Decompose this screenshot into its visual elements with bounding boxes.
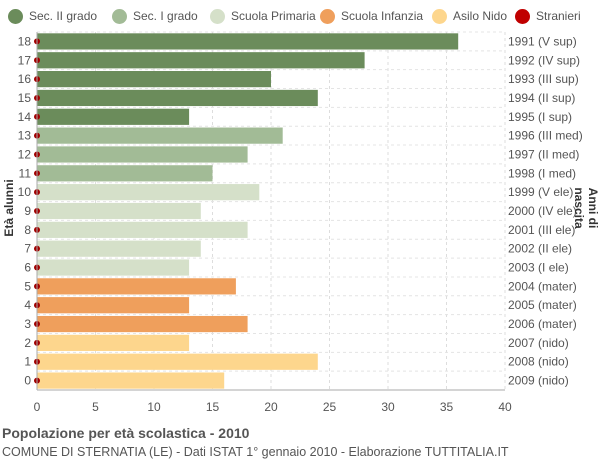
y-tick-label-age: 17 xyxy=(18,53,32,67)
x-tick-label: 20 xyxy=(264,400,278,414)
bar xyxy=(37,202,201,220)
bar xyxy=(37,89,318,107)
bar xyxy=(37,71,271,88)
x-tick-label: 15 xyxy=(206,400,220,414)
y-tick-label-age: 14 xyxy=(18,110,32,124)
y-tick-label-birth-year: 1991 (V sup) xyxy=(508,34,577,48)
y-tick-label-birth-year: 1999 (V ele) xyxy=(508,185,573,199)
bar xyxy=(37,127,283,144)
legend-label-sec-ii-grado: Sec. II grado xyxy=(29,9,98,23)
y-tick-label-birth-year: 2001 (III ele) xyxy=(508,223,575,237)
bar xyxy=(37,353,318,370)
y-tick-label-birth-year: 2006 (mater) xyxy=(508,317,577,331)
bar xyxy=(37,240,201,257)
y-axis-label-right: Anni di nascita xyxy=(572,187,600,229)
y-tick-label-age: 4 xyxy=(24,298,31,312)
bar xyxy=(37,165,213,182)
y-tick-label-age: 18 xyxy=(18,34,32,48)
y-tick-label-age: 3 xyxy=(24,317,31,331)
bar xyxy=(37,297,190,314)
y-tick-label-birth-year: 1996 (III med) xyxy=(508,129,583,143)
y-tick-label-age: 12 xyxy=(18,147,32,161)
legend-item-scuola-infanzia: Scuola Infanzia xyxy=(320,6,423,26)
legend-item-scuola-primaria: Scuola Primaria xyxy=(210,6,316,26)
x-tick-label: 25 xyxy=(323,400,337,414)
chart-footer-title: Popolazione per età scolastica - 2010 xyxy=(2,425,250,441)
y-tick-label-birth-year: 1997 (II med) xyxy=(508,147,579,161)
y-tick-label-birth-year: 1995 (I sup) xyxy=(508,110,572,124)
y-tick-label-age: 16 xyxy=(18,72,32,86)
bar xyxy=(37,146,248,163)
legend-swatch-scuola-infanzia xyxy=(320,8,335,24)
y-tick-label-birth-year: 2000 (IV ele) xyxy=(508,204,577,218)
legend-swatch-sec-i-grado xyxy=(112,8,127,24)
legend-item-sec-ii-grado: Sec. II grado xyxy=(8,6,97,26)
y-tick-label-age: 5 xyxy=(24,279,31,293)
x-tick-label: 5 xyxy=(92,400,99,414)
bar xyxy=(37,334,190,351)
legend-item-sec-i-grado: Sec. I grado xyxy=(112,6,198,26)
y-tick-label-birth-year: 1998 (I med) xyxy=(508,166,576,180)
bar xyxy=(37,259,190,276)
y-tick-label-age: 11 xyxy=(19,166,32,180)
y-tick-label-birth-year: 2004 (mater) xyxy=(508,279,577,293)
legend-label-stranieri: Stranieri xyxy=(536,9,581,23)
y-tick-label-age: 0 xyxy=(24,374,31,388)
bar xyxy=(37,108,190,125)
bar xyxy=(37,315,248,333)
legend-swatch-scuola-primaria xyxy=(210,8,225,24)
y-tick-label-age: 9 xyxy=(24,204,31,218)
x-tick-label: 0 xyxy=(34,400,41,414)
legend-item-asilo-nido: Asilo Nido xyxy=(432,6,507,26)
legend-swatch-asilo-nido xyxy=(432,8,447,24)
y-tick-label-birth-year: 2002 (II ele) xyxy=(508,242,572,256)
y-tick-label-birth-year: 2003 (I ele) xyxy=(508,261,569,275)
legend-item-stranieri: Stranieri xyxy=(515,6,581,26)
y-tick-label-age: 8 xyxy=(24,223,31,237)
legend-swatch-stranieri xyxy=(515,8,530,24)
y-tick-label-age: 7 xyxy=(24,242,31,256)
legend: Sec. II grado Sec. I grado Scuola Primar… xyxy=(0,6,600,26)
y-tick-label-age: 2 xyxy=(24,336,31,350)
x-tick-label: 40 xyxy=(498,400,512,414)
y-tick-label-birth-year: 1994 (II sup) xyxy=(508,91,575,105)
y-tick-label-birth-year: 2009 (nido) xyxy=(508,374,569,388)
y-tick-label-age: 10 xyxy=(18,185,32,199)
legend-swatch-sec-ii-grado xyxy=(8,8,23,24)
y-tick-label-age: 13 xyxy=(18,129,32,143)
y-tick-label-birth-year: 1992 (IV sup) xyxy=(508,53,580,67)
x-tick-label: 30 xyxy=(381,400,395,414)
y-tick-label-age: 6 xyxy=(24,261,31,275)
legend-label-scuola-infanzia: Scuola Infanzia xyxy=(341,9,424,23)
bar xyxy=(37,33,459,50)
x-tick-label: 10 xyxy=(147,400,161,414)
y-tick-label-age: 1 xyxy=(24,355,31,369)
legend-label-scuola-primaria: Scuola Primaria xyxy=(231,9,316,23)
bar xyxy=(37,221,248,238)
bar xyxy=(37,184,260,201)
y-tick-label-birth-year: 1993 (III sup) xyxy=(508,72,579,86)
bar xyxy=(37,372,225,389)
bar xyxy=(37,278,236,295)
chart-footer-subtitle: COMUNE DI STERNATIA (LE) - Dati ISTAT 1°… xyxy=(2,445,509,459)
y-tick-label-birth-year: 2005 (mater) xyxy=(508,298,577,312)
y-axis-label-left: Età alunni xyxy=(2,179,16,237)
legend-label-sec-i-grado: Sec. I grado xyxy=(133,9,198,23)
y-tick-label-birth-year: 2007 (nido) xyxy=(508,336,569,350)
x-tick-label: 35 xyxy=(440,400,454,414)
legend-label-asilo-nido: Asilo Nido xyxy=(453,9,508,23)
y-tick-label-age: 15 xyxy=(18,91,32,105)
bar xyxy=(37,52,365,69)
y-tick-label-birth-year: 2008 (nido) xyxy=(508,355,569,369)
